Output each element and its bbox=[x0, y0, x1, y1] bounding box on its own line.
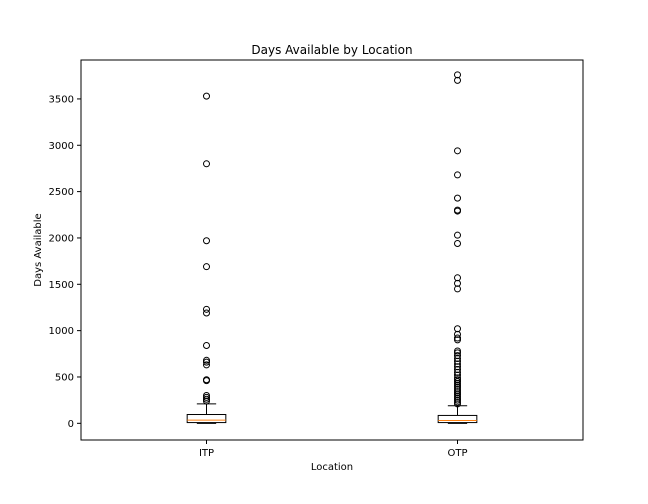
plot-area-frame bbox=[80, 59, 584, 441]
outlier-point bbox=[454, 274, 461, 282]
outlier-point bbox=[203, 376, 210, 384]
outlier-point bbox=[454, 349, 461, 357]
chart-title: Days Available by Location bbox=[251, 43, 412, 57]
axes: 0 500 1000 1500 2000 2500 3000 3500 ITP OTP bbox=[49, 94, 468, 459]
outlier-point bbox=[203, 361, 210, 369]
x-tick-label: OTP bbox=[447, 448, 467, 459]
outlier-point bbox=[203, 358, 210, 366]
y-tick-label: 0 bbox=[68, 419, 74, 430]
y-tick-label: 3000 bbox=[49, 141, 74, 152]
outlier-point bbox=[203, 393, 210, 401]
box-otp bbox=[437, 71, 478, 424]
iqr-box bbox=[186, 414, 227, 424]
outlier-point bbox=[203, 160, 210, 168]
outlier-point bbox=[454, 325, 461, 333]
outlier-point bbox=[203, 305, 210, 313]
outlier-point bbox=[203, 356, 210, 364]
y-tick-label: 2000 bbox=[49, 233, 74, 244]
outlier-point bbox=[454, 376, 461, 384]
iqr-box bbox=[437, 414, 478, 424]
outlier-point bbox=[454, 206, 461, 214]
outlier-point bbox=[454, 347, 461, 355]
outlier-point bbox=[454, 231, 461, 239]
outlier-point bbox=[454, 352, 461, 360]
outlier-point bbox=[203, 309, 210, 317]
y-tick-label: 1000 bbox=[49, 326, 74, 337]
outlier-point bbox=[203, 392, 210, 400]
y-axis-label: Days Available bbox=[33, 213, 44, 286]
y-tick-label: 3500 bbox=[49, 94, 74, 105]
outlier-point bbox=[454, 147, 461, 155]
y-tick-label: 2500 bbox=[49, 187, 74, 198]
outlier-point bbox=[454, 171, 461, 179]
outlier-point bbox=[454, 194, 461, 202]
outlier-point bbox=[203, 92, 210, 100]
boxes bbox=[186, 71, 478, 424]
outlier-point bbox=[203, 341, 210, 349]
box-itp bbox=[186, 92, 227, 424]
y-tick-label: 500 bbox=[55, 372, 74, 383]
y-tick-label: 1500 bbox=[49, 280, 74, 291]
outlier-point bbox=[203, 395, 210, 403]
x-axis-label: Location bbox=[311, 462, 353, 473]
outlier-point bbox=[454, 240, 461, 248]
outlier-point bbox=[454, 71, 461, 79]
x-tick-label: ITP bbox=[199, 448, 214, 459]
outlier-point bbox=[454, 334, 461, 342]
outlier-point bbox=[203, 237, 210, 245]
outlier-point bbox=[203, 263, 210, 271]
